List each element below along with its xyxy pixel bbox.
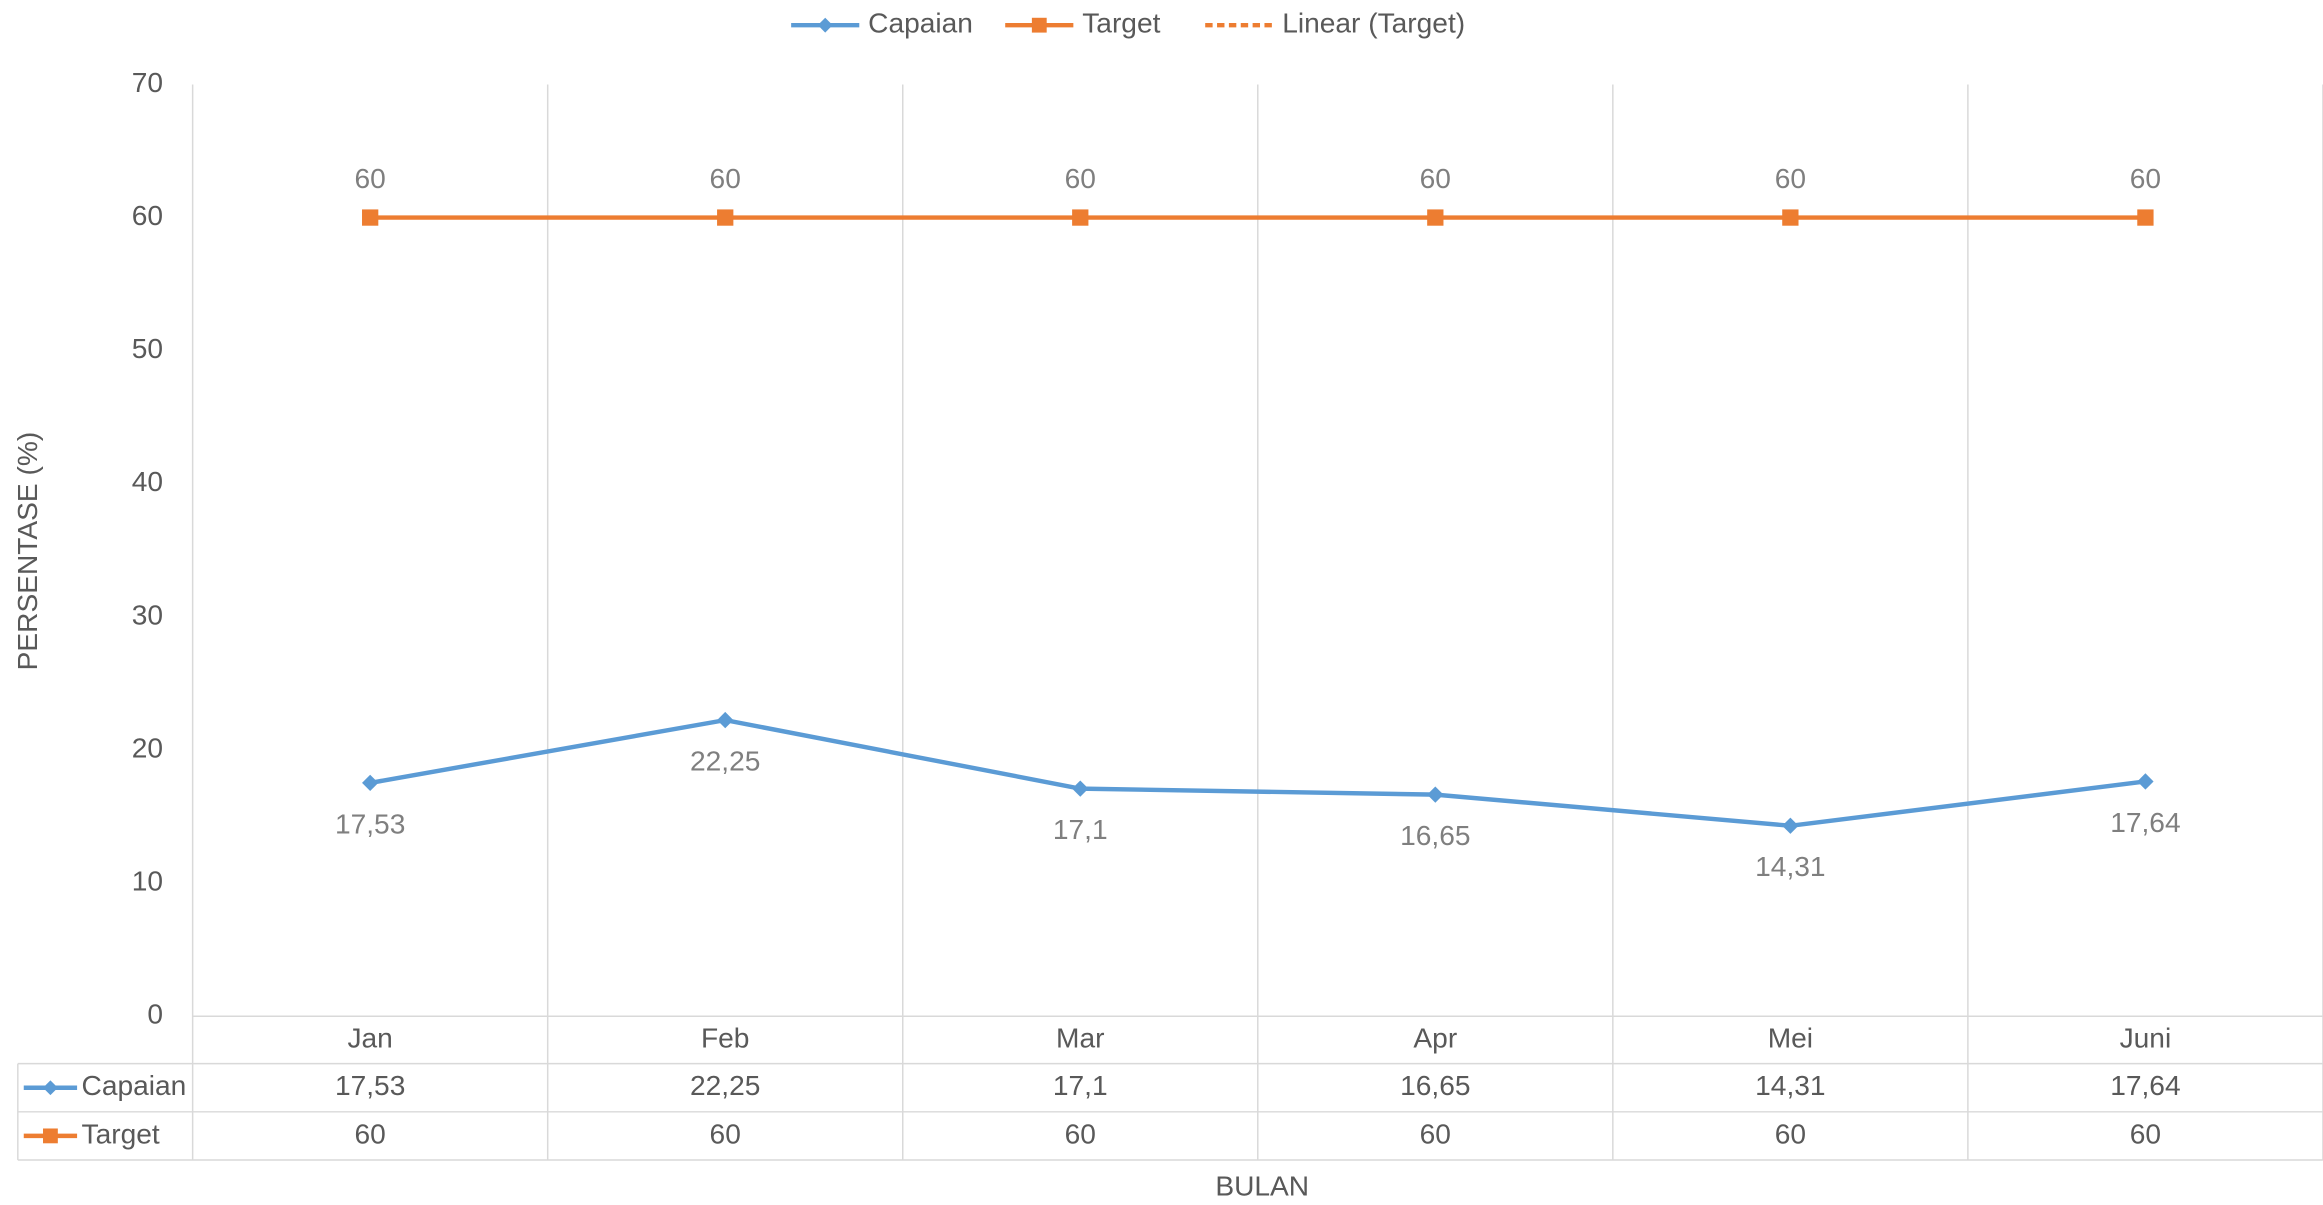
x-tick-label: Apr [1413,1022,1457,1053]
y-tick-label: 40 [132,466,163,497]
data-label: 60 [1775,163,1806,194]
table-row-name: Capaian [82,1070,187,1101]
legend-label: Capaian [868,8,973,39]
marker [1031,17,1047,33]
data-label: 60 [710,163,741,194]
y-axis-title: PERSENTASE (%) [12,432,43,671]
x-axis-title: BULAN [1215,1171,1309,1202]
marker [2137,209,2154,226]
marker [43,1128,58,1144]
table-cell: 17,53 [335,1070,405,1101]
data-label: 60 [2130,163,2161,194]
legend-label: Target [1082,8,1160,39]
y-tick-label: 60 [132,200,163,231]
table-cell: 17,64 [2110,1070,2180,1101]
table-cell: 60 [1065,1118,1096,1149]
marker [362,774,379,792]
y-tick-label: 50 [132,333,163,364]
marker [1427,209,1444,226]
data-label: 14,31 [1755,851,1825,882]
table-cell: 60 [355,1118,386,1149]
marker [1782,817,1799,834]
marker [1427,786,1444,803]
data-label: 17,64 [2110,807,2180,838]
table-cell: 60 [2130,1118,2161,1149]
data-label: 17,53 [335,808,405,839]
table-cell: 60 [1420,1118,1451,1149]
series-line [369,717,2146,829]
marker [43,1080,58,1096]
table-cell: 16,65 [1400,1070,1470,1101]
data-label: 60 [355,163,386,194]
marker [362,209,379,226]
x-tick-label: Juni [2120,1022,2172,1053]
x-tick-label: Mar [1056,1022,1104,1053]
y-tick-label: 70 [132,67,163,98]
table-row-name: Target [82,1118,160,1149]
y-tick-label: 0 [147,999,163,1030]
marker [1072,209,1089,226]
data-label: 17,1 [1053,814,1108,845]
y-tick-label: 10 [132,866,163,897]
marker [717,209,734,226]
data-label: 60 [1065,163,1096,194]
table-cell: 22,25 [690,1070,760,1101]
x-tick-label: Jan [347,1022,392,1053]
marker [717,711,734,729]
x-tick-label: Feb [701,1022,749,1053]
y-tick-label: 30 [132,599,163,630]
x-tick-label: Mei [1768,1022,1813,1053]
data-label: 60 [1420,163,1451,194]
marker [817,17,833,33]
y-tick-label: 20 [132,732,163,763]
table-cell: 60 [710,1118,741,1149]
marker [2137,773,2154,790]
legend-label: Linear (Target) [1282,8,1465,39]
data-label: 16,65 [1400,820,1470,851]
marker [1782,209,1799,226]
table-cell: 60 [1775,1118,1806,1149]
table-cell: 14,31 [1755,1070,1825,1101]
marker [1072,780,1089,797]
data-label: 22,25 [690,745,760,776]
table-cell: 17,1 [1053,1070,1108,1101]
